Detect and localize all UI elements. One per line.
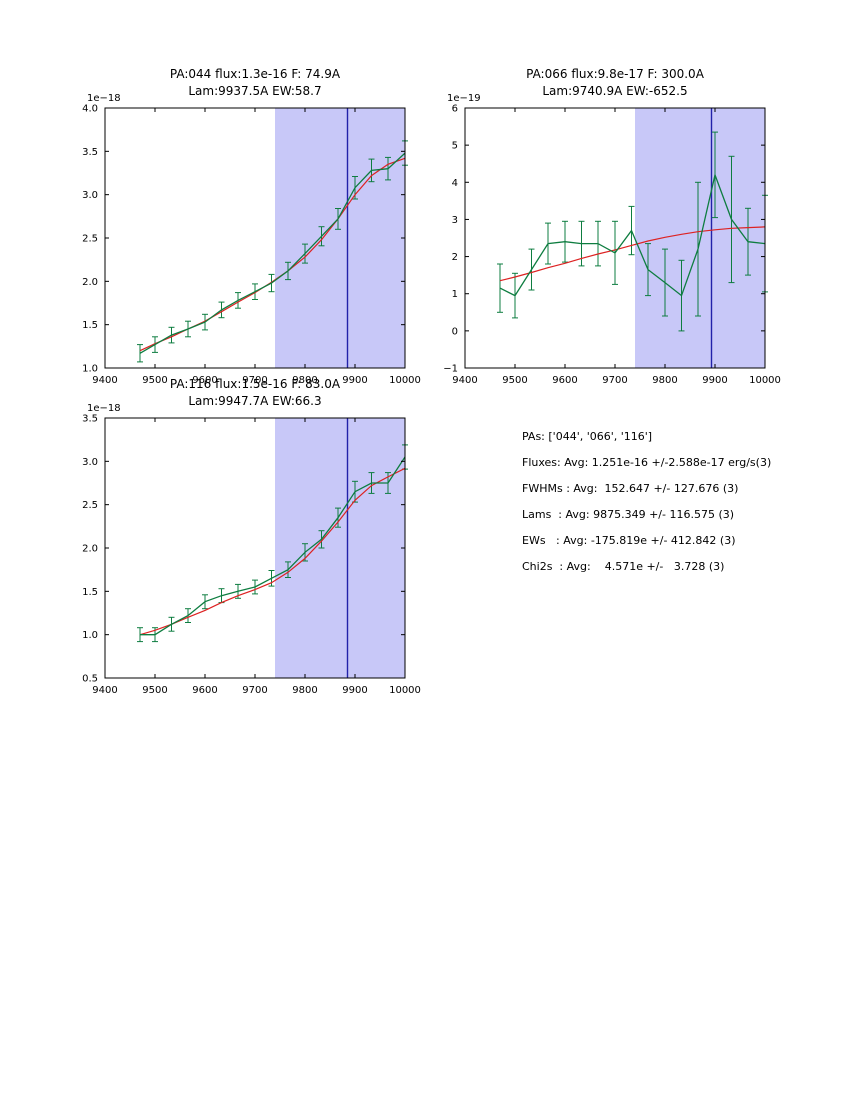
chart-title-line1: PA:066 flux:9.8e-17 F: 300.0A xyxy=(526,67,704,81)
x-tick-label: 9700 xyxy=(242,375,267,386)
chart-title-line1: PA:044 flux:1.3e-16 F: 74.9A xyxy=(169,67,341,81)
stats-line-chi2s: Chi2s : Avg: 4.571e +/- 3.728 (3) xyxy=(522,560,725,573)
chart-title-line2: Lam:9947.7A EW:66.3 xyxy=(188,394,322,408)
y-tick-label: 1.0 xyxy=(82,364,98,375)
x-tick-label: 9500 xyxy=(142,685,167,696)
x-tick-label: 9800 xyxy=(292,375,317,386)
axis-offset-label: 1e−19 xyxy=(447,93,481,104)
x-tick-label: 9900 xyxy=(342,375,367,386)
x-tick-label: 9700 xyxy=(602,375,627,386)
stats-line-lams: Lams : Avg: 9875.349 +/- 116.575 (3) xyxy=(522,508,735,521)
y-tick-label: 2.5 xyxy=(82,500,98,511)
y-tick-label: 0.5 xyxy=(82,674,98,685)
data-line xyxy=(499,172,766,297)
y-tick-label: 3.5 xyxy=(82,147,98,158)
stats-line-pas: PAs: ['044', '066', '116'] xyxy=(522,430,653,443)
spectrum-plot-pa044: 9400 9500 9600 9700 9800 9900 10000 1.0 1.5 2.0 2.… xyxy=(82,93,421,386)
y-tick-label: 3.0 xyxy=(82,457,98,468)
x-tick-label: 10000 xyxy=(389,375,421,386)
fit-line xyxy=(139,467,406,636)
y-tick-label: 3 xyxy=(452,215,458,226)
chart-title-line2: Lam:9937.5A EW:58.7 xyxy=(188,84,322,98)
x-tick-label: 9500 xyxy=(142,375,167,386)
chart-title-pa066: PA:066 flux:9.8e-17 F: 300.0A Lam:9740.9… xyxy=(465,66,765,100)
chart-title-line2: Lam:9740.9A EW:-652.5 xyxy=(542,84,688,98)
shaded-fit-region xyxy=(275,418,405,678)
y-tick-label: 2.5 xyxy=(82,234,98,245)
y-tick-label: 3.5 xyxy=(82,414,98,425)
y-tick-label: 2.0 xyxy=(82,544,98,555)
x-tick-label: 10000 xyxy=(749,375,781,386)
y-tick-label: 0 xyxy=(452,326,458,337)
x-tick-label: 9600 xyxy=(552,375,577,386)
spectrum-plot-pa116: 9400 9500 9600 9700 9800 9900 10000 0.5 1.0 1.5 2.… xyxy=(82,403,421,696)
chart-title-pa116: PA:116 flux:1.5e-16 F: 83.0A Lam:9947.7A… xyxy=(105,376,405,410)
stats-line-fwhms: FWHMs : Avg: 152.647 +/- 127.676 (3) xyxy=(522,482,739,495)
y-tick-label: 3.0 xyxy=(82,190,98,201)
chart-title-pa044: PA:044 flux:1.3e-16 F: 74.9A Lam:9937.5A… xyxy=(105,66,405,100)
y-tick-label: 1.5 xyxy=(82,587,98,598)
x-tick-label: 10000 xyxy=(389,685,421,696)
axis-offset-label: 1e−18 xyxy=(87,403,121,414)
x-tick-label: 9800 xyxy=(652,375,677,386)
y-tick-label: 5 xyxy=(452,141,458,152)
summary-stats-block: PAs: ['044', '066', '116'] Fluxes: Avg: … xyxy=(522,424,771,580)
x-tick-label: 9600 xyxy=(192,685,217,696)
x-tick-label: 9400 xyxy=(92,375,117,386)
y-tick-label: 1 xyxy=(452,289,458,300)
y-tick-label: 6 xyxy=(452,104,458,115)
x-tick-label: 9800 xyxy=(292,685,317,696)
shaded-fit-region xyxy=(275,108,405,368)
stats-line-fluxes: Fluxes: Avg: 1.251e-16 +/-2.588e-17 erg/… xyxy=(522,456,772,469)
chart-title-line1: PA:116 flux:1.5e-16 F: 83.0A xyxy=(169,377,341,391)
x-tick-label: 9700 xyxy=(242,685,267,696)
y-tick-label: 4 xyxy=(452,178,458,189)
y-tick-label: 2 xyxy=(452,252,458,263)
fit-line xyxy=(499,226,766,282)
x-tick-label: 9900 xyxy=(342,685,367,696)
y-tick-label: 4.0 xyxy=(82,104,98,115)
y-tick-label: −1 xyxy=(443,364,458,375)
x-tick-label: 9500 xyxy=(502,375,527,386)
data-line xyxy=(139,152,406,354)
y-tick-label: 1.5 xyxy=(82,320,98,331)
spectrum-plot-pa066: 9400 9500 9600 9700 9800 9900 10000 −1 0 1 2 3 4 5 61e… xyxy=(443,93,781,386)
x-tick-label: 9600 xyxy=(192,375,217,386)
y-tick-label: 1.0 xyxy=(82,630,98,641)
x-tick-label: 9900 xyxy=(702,375,727,386)
y-tick-label: 2.0 xyxy=(82,277,98,288)
data-line xyxy=(140,456,406,636)
stats-line-ews: EWs : Avg: -175.819e +/- 412.842 (3) xyxy=(522,534,736,547)
axis-offset-label: 1e−18 xyxy=(87,93,121,104)
x-tick-label: 9400 xyxy=(452,375,477,386)
x-tick-label: 9400 xyxy=(92,685,117,696)
error-bars xyxy=(497,131,768,332)
